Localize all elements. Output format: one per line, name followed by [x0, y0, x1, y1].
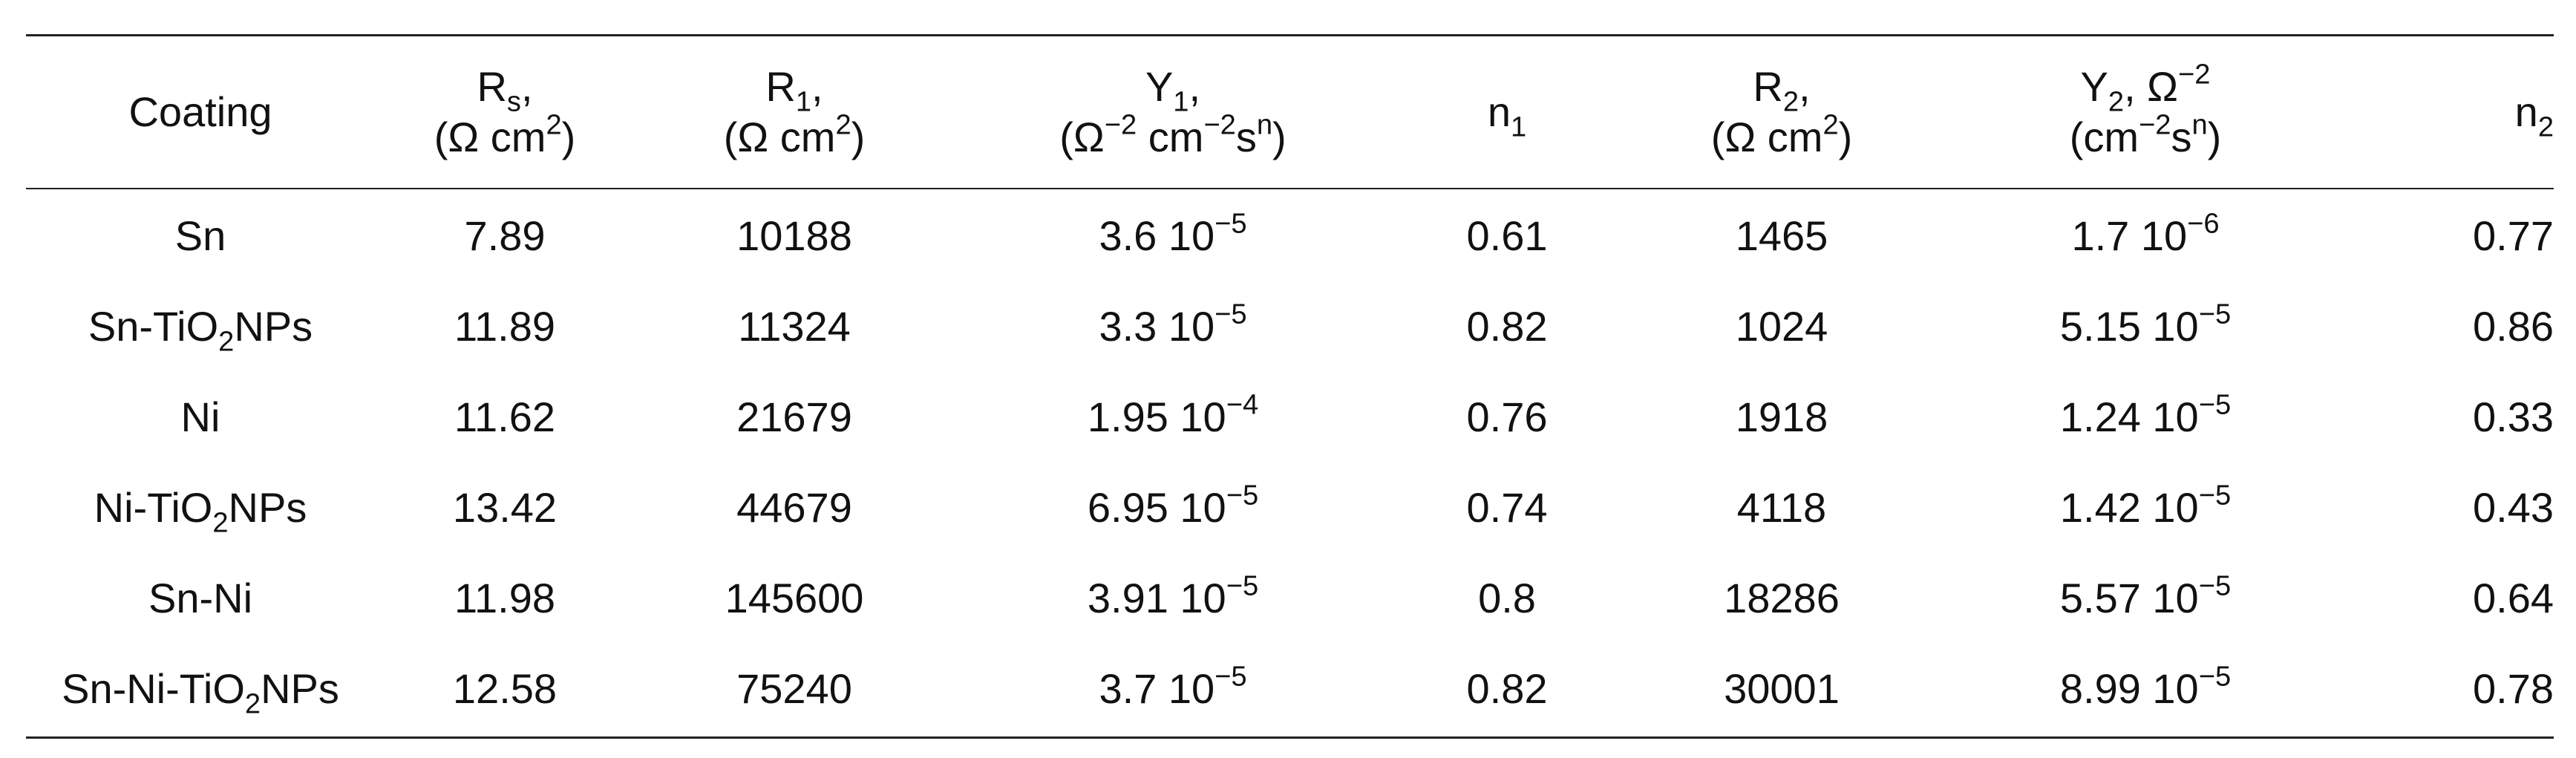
table-bottom-rule [26, 736, 2554, 739]
header-n1: n1 [1487, 88, 1527, 143]
header-y2: Y2, Ω−2 (cm−2sn) [2069, 59, 2222, 160]
cell-coating: Sn-Ni-TiO2NPs [62, 664, 339, 720]
table-row: Sn-Ni-TiO2NPs 12.58 75240 3.7 10−5 0.82 … [26, 644, 2554, 734]
table-row: Sn-Ni 11.98 145600 3.91 10−5 0.8 18286 5… [26, 553, 2554, 644]
cell-coating: Sn-TiO2NPs [88, 302, 313, 358]
cell-y2: 8.99 10−5 [2059, 661, 2232, 712]
table-row: Ni-TiO2NPs 13.42 44679 6.95 10−5 0.74 41… [26, 463, 2554, 553]
table-header: Coating Rs, (Ω cm2) R1, (Ω cm2) Y1, (Ω−2… [26, 36, 2554, 188]
cell-y1: 3.91 10−5 [1087, 570, 1259, 621]
cell-y2: 1.42 10−5 [2059, 480, 2232, 531]
cell-n2: 0.78 [2473, 664, 2554, 712]
cell-r1: 75240 [736, 664, 852, 712]
header-coating: Coating [128, 88, 272, 135]
cell-r2: 1024 [1735, 302, 1828, 350]
cell-r2: 1465 [1735, 212, 1828, 259]
cell-coating: Sn [174, 212, 226, 259]
cell-y1: 3.3 10−5 [1099, 298, 1247, 350]
cell-y2: 5.57 10−5 [2059, 570, 2232, 621]
cell-rs: 11.62 [454, 393, 555, 440]
header-n2: n2 [2514, 88, 2554, 143]
cell-n1: 0.82 [1466, 302, 1548, 350]
cell-y1: 3.7 10−5 [1099, 661, 1247, 712]
cell-r2: 1918 [1735, 393, 1828, 440]
cell-rs: 7.89 [464, 212, 546, 259]
cell-r1: 10188 [736, 212, 852, 259]
header-rs: Rs, (Ω cm2) [434, 62, 576, 160]
cell-r2: 18286 [1724, 574, 1840, 621]
cell-n2: 0.33 [2473, 393, 2554, 440]
cell-n1: 0.82 [1466, 664, 1548, 712]
cell-n2: 0.64 [2473, 574, 2554, 621]
table-header-rule [26, 188, 2554, 189]
cell-y1: 6.95 10−5 [1087, 480, 1259, 531]
cell-n1: 0.8 [1478, 574, 1536, 621]
header-row: Coating Rs, (Ω cm2) R1, (Ω cm2) Y1, (Ω−2… [26, 36, 2554, 188]
cell-r1: 21679 [736, 393, 852, 440]
cell-n2: 0.77 [2473, 212, 2554, 259]
cell-rs: 11.98 [454, 574, 555, 621]
table-row: Sn 7.89 10188 3.6 10−5 0.61 1465 1.7 10−… [26, 188, 2554, 281]
cell-rs: 12.58 [452, 664, 558, 712]
cell-r1: 44679 [736, 483, 852, 531]
cell-r1: 11324 [738, 302, 851, 350]
cell-rs: 11.89 [454, 302, 555, 350]
header-y1: Y1, (Ω−2 cm−2sn) [1059, 62, 1287, 160]
cell-coating: Ni-TiO2NPs [94, 483, 307, 539]
cell-n1: 0.76 [1466, 393, 1548, 440]
table-top-rule [26, 34, 2554, 36]
table-row: Sn-TiO2NPs 11.89 11324 3.3 10−5 0.82 102… [26, 281, 2554, 372]
cell-r2: 30001 [1724, 664, 1840, 712]
cell-coating: Sn-Ni [148, 574, 253, 621]
cell-y2: 1.24 10−5 [2059, 389, 2232, 440]
table-body: Sn 7.89 10188 3.6 10−5 0.61 1465 1.7 10−… [26, 188, 2554, 734]
cell-rs: 13.42 [452, 483, 558, 531]
coating-parameters-table: Coating Rs, (Ω cm2) R1, (Ω cm2) Y1, (Ω−2… [26, 36, 2554, 734]
cell-n2: 0.43 [2473, 483, 2554, 531]
table-row: Ni 11.62 21679 1.95 10−4 0.76 1918 1.24 … [26, 372, 2554, 463]
cell-n1: 0.74 [1466, 483, 1548, 531]
cell-coating: Ni [180, 393, 220, 440]
header-r2: R2, (Ω cm2) [1710, 62, 1853, 160]
cell-y2: 1.7 10−6 [2071, 208, 2220, 259]
cell-y1: 1.95 10−4 [1087, 389, 1259, 440]
header-r1: R1, (Ω cm2) [723, 62, 866, 160]
cell-r1: 145600 [725, 574, 864, 621]
cell-r2: 4118 [1736, 483, 1827, 531]
cell-y1: 3.6 10−5 [1099, 208, 1247, 259]
cell-y2: 5.15 10−5 [2059, 298, 2232, 350]
cell-n2: 0.86 [2473, 302, 2554, 350]
cell-n1: 0.61 [1466, 212, 1548, 259]
